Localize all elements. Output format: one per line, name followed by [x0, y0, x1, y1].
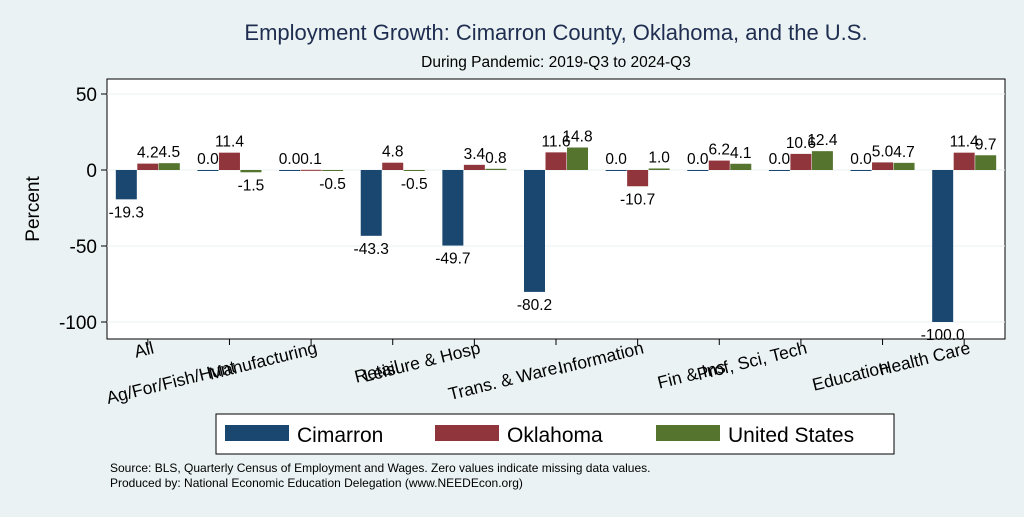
bar — [605, 170, 627, 171]
bar — [545, 152, 567, 170]
data-label: -19.3 — [109, 204, 144, 221]
data-label: 0.1 — [300, 151, 322, 168]
legend-swatch-oklahoma — [435, 425, 499, 441]
bar — [932, 170, 954, 322]
bar — [485, 168, 507, 170]
bar — [115, 170, 137, 200]
data-label: 12.4 — [807, 132, 838, 149]
data-label: 11.6 — [541, 133, 570, 150]
bar — [872, 162, 894, 170]
data-label: 4.7 — [893, 144, 915, 161]
data-label: 0.8 — [485, 150, 507, 167]
data-label: 4.5 — [159, 144, 181, 161]
bar — [137, 163, 159, 170]
bar — [240, 170, 262, 173]
x-tick-label: Prof, Sci, Tech — [695, 337, 809, 384]
data-label: 0.0 — [850, 151, 872, 168]
data-label: -80.2 — [517, 297, 552, 314]
data-label: 0.0 — [279, 151, 301, 168]
data-label: 1.0 — [648, 149, 670, 166]
bar — [158, 163, 180, 170]
bar — [730, 163, 752, 170]
bar — [893, 162, 915, 170]
data-label: 14.8 — [562, 129, 592, 146]
legend-swatch-united-states — [656, 425, 720, 441]
data-labels: -19.34.2 4.5 0.011.4-1.50.0 0.1-0.5-43.34.8… — [109, 129, 997, 344]
data-label: 11.4 — [215, 134, 244, 151]
data-label: -100.0 — [921, 327, 965, 344]
bars — [115, 147, 997, 322]
chart-subtitle: During Pandemic: 2019-Q3 to 2024-Q3 — [421, 54, 691, 71]
data-label: -0.5 — [319, 176, 346, 193]
data-label: 9.7 — [975, 136, 997, 153]
bar — [850, 170, 872, 171]
x-tick-label: Leisure & Hosp — [361, 337, 482, 385]
data-label: 11.4 — [950, 134, 979, 151]
data-label: 4.2 — [137, 145, 159, 162]
data-label: -10.7 — [620, 191, 655, 208]
bar — [524, 170, 545, 292]
data-label: 0.0 — [769, 151, 791, 168]
bar — [687, 170, 709, 171]
x-tick-label: Manufacturing — [207, 337, 319, 383]
y-tick-label: 50 — [76, 85, 97, 106]
bar — [300, 169, 322, 171]
bar — [442, 170, 464, 246]
bar — [463, 164, 485, 170]
data-label: -0.5 — [401, 176, 428, 193]
data-label: -43.3 — [354, 241, 389, 258]
bar — [768, 170, 790, 171]
plot-area — [106, 78, 1006, 340]
y-axis: 50 0 -50 -100 — [59, 85, 107, 334]
bar — [218, 152, 240, 170]
legend-label-united-states: United States — [728, 424, 854, 447]
bar — [360, 170, 382, 236]
data-label: 10.6 — [786, 135, 816, 152]
x-tick-label: All — [132, 337, 156, 361]
produced-by-note: Produced by: National Economic Education… — [110, 476, 523, 490]
bar — [567, 147, 588, 170]
y-tick-label: 0 — [86, 161, 97, 182]
legend-label-cimarron: Cimarron — [297, 424, 383, 447]
x-tick-label: Trans. & Ware. — [446, 356, 564, 404]
bar — [322, 170, 344, 171]
data-label: 0.0 — [197, 151, 219, 168]
bar — [279, 170, 301, 171]
legend-label-oklahoma: Oklahoma — [507, 424, 603, 447]
bar — [403, 170, 425, 171]
source-note: Source: BLS, Quarterly Census of Employm… — [110, 461, 650, 475]
data-label: 3.4 — [464, 146, 486, 163]
y-tick-label: -100 — [59, 313, 97, 334]
data-label: -49.7 — [435, 251, 470, 268]
bar — [627, 170, 649, 187]
bar — [382, 162, 404, 170]
y-tick-label: -50 — [70, 237, 97, 258]
bar — [953, 152, 975, 170]
bar — [648, 168, 670, 170]
bar — [811, 151, 833, 170]
bar — [790, 153, 812, 170]
y-axis-title: Percent — [23, 176, 44, 242]
bar — [975, 155, 997, 170]
data-label: 4.8 — [382, 144, 404, 161]
legend-box — [215, 413, 895, 455]
data-label: 5.0 — [872, 143, 894, 160]
data-label: 4.1 — [730, 145, 752, 162]
x-tick-label: Information — [556, 337, 646, 378]
legend-swatch-cimarron — [225, 425, 289, 441]
data-label: 0.0 — [687, 151, 709, 168]
data-label: 0.0 — [605, 151, 627, 168]
data-label: 6.2 — [708, 142, 730, 159]
chart-title: Employment Growth: Cimarron County, Okla… — [244, 20, 867, 45]
data-label: -1.5 — [238, 177, 265, 194]
bar — [197, 170, 219, 171]
bar — [708, 160, 730, 170]
legend: Cimarron Oklahoma United States — [215, 413, 895, 455]
